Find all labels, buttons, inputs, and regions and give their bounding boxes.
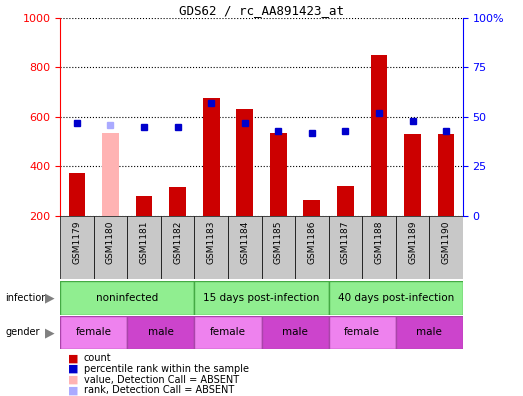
Text: GSM1185: GSM1185 [274, 220, 283, 264]
Bar [438, 134, 454, 216]
Bar [337, 186, 354, 216]
Text: male: male [282, 327, 308, 337]
Text: value, Detection Call = ABSENT: value, Detection Call = ABSENT [84, 375, 239, 385]
Bar [60, 316, 127, 349]
Text: GSM1182: GSM1182 [173, 220, 182, 264]
Text: GSM1181: GSM1181 [140, 220, 149, 264]
Bar [127, 316, 195, 349]
Text: GSM1189: GSM1189 [408, 220, 417, 264]
Text: male: male [416, 327, 442, 337]
Bar [262, 316, 328, 349]
Bar [328, 281, 463, 315]
Bar [195, 216, 228, 279]
Text: ■: ■ [68, 375, 78, 385]
Text: GSM1188: GSM1188 [374, 220, 383, 264]
Bar [195, 281, 328, 315]
Bar [303, 200, 320, 216]
Text: GSM1184: GSM1184 [240, 220, 249, 264]
Bar [69, 173, 85, 216]
Text: GSM1180: GSM1180 [106, 220, 115, 264]
Bar [328, 316, 396, 349]
Bar [228, 216, 262, 279]
Bar [429, 216, 463, 279]
Bar [135, 196, 152, 216]
Text: count: count [84, 353, 111, 364]
Text: GSM1183: GSM1183 [207, 220, 215, 264]
Bar [102, 133, 119, 216]
Text: ▶: ▶ [45, 326, 54, 339]
Text: rank, Detection Call = ABSENT: rank, Detection Call = ABSENT [84, 385, 234, 396]
Text: 40 days post-infection: 40 days post-infection [338, 293, 454, 303]
Text: ■: ■ [68, 353, 78, 364]
Text: female: female [76, 327, 112, 337]
Text: 15 days post-infection: 15 days post-infection [203, 293, 320, 303]
Bar [396, 216, 429, 279]
Text: GSM1190: GSM1190 [441, 220, 451, 264]
Bar [127, 216, 161, 279]
Bar [270, 133, 287, 216]
Text: ■: ■ [68, 364, 78, 374]
Bar [328, 216, 362, 279]
Bar [236, 109, 253, 216]
Text: GSM1186: GSM1186 [308, 220, 316, 264]
Text: GSM1179: GSM1179 [72, 220, 82, 264]
Bar [404, 134, 421, 216]
Text: female: female [210, 327, 246, 337]
Text: infection: infection [5, 293, 48, 303]
Bar [195, 316, 262, 349]
Bar [161, 216, 195, 279]
Text: female: female [344, 327, 380, 337]
Text: percentile rank within the sample: percentile rank within the sample [84, 364, 248, 374]
Bar [60, 216, 94, 279]
Text: ▶: ▶ [45, 291, 54, 305]
Bar [396, 316, 463, 349]
Text: male: male [148, 327, 174, 337]
Bar [94, 216, 127, 279]
Bar [203, 98, 220, 216]
Bar [60, 281, 195, 315]
Bar [362, 216, 396, 279]
Text: ■: ■ [68, 385, 78, 396]
Bar [295, 216, 328, 279]
Text: GSM1187: GSM1187 [341, 220, 350, 264]
Bar [262, 216, 295, 279]
Title: GDS62 / rc_AA891423_at: GDS62 / rc_AA891423_at [179, 4, 344, 17]
Bar [169, 187, 186, 216]
Text: noninfected: noninfected [96, 293, 158, 303]
Bar [371, 55, 388, 216]
Text: gender: gender [5, 327, 40, 337]
